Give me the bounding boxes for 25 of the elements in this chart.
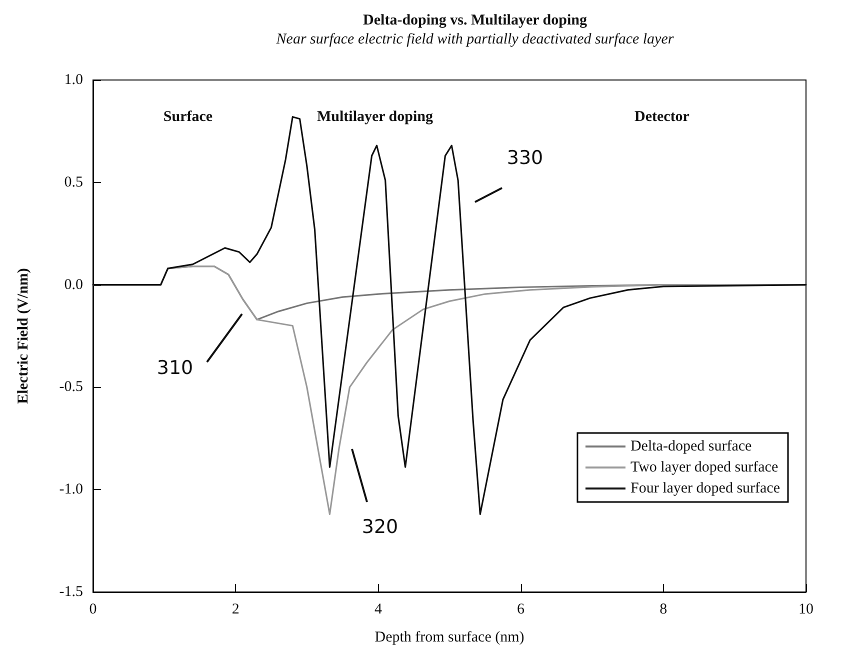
y-tick-label: 0.5 [64,174,83,190]
x-tick-label: 6 [517,602,526,618]
chart-title: Delta-doping vs. Multilayer doping [363,12,588,28]
annotation: 320 [362,516,398,538]
annotation: Surface [163,109,213,125]
y-tick-label: 1.0 [64,72,83,88]
annotation: 310 [156,357,194,379]
legend-label: Delta-doped surface [630,438,752,454]
y-tick-label: -0.5 [59,379,83,396]
annotation: Multilayer doping [317,109,434,125]
x-tick-label: 2 [232,602,240,618]
legend-label: Two layer doped surface [630,460,778,476]
x-axis-title: Depth from surface (nm) [374,630,524,646]
annotation: Detector [634,109,690,125]
x-tick-label: 4 [374,602,382,618]
y-tick-label: -1.5 [59,584,83,600]
chart-subtitle: Near surface electric field with partially deactivated surface layer [275,32,674,48]
x-tick-label: 10 [798,602,814,618]
legend-label: Four layer doped surface [630,480,780,496]
x-tick-label: 8 [660,602,668,618]
y-tick-label: -1.0 [59,482,83,498]
x-tick-label: 0 [89,602,97,618]
y-axis-title: Electric Field (V/nm) [16,268,32,404]
annotation: 330 [506,147,544,169]
y-tick-label: 0.0 [64,276,83,293]
